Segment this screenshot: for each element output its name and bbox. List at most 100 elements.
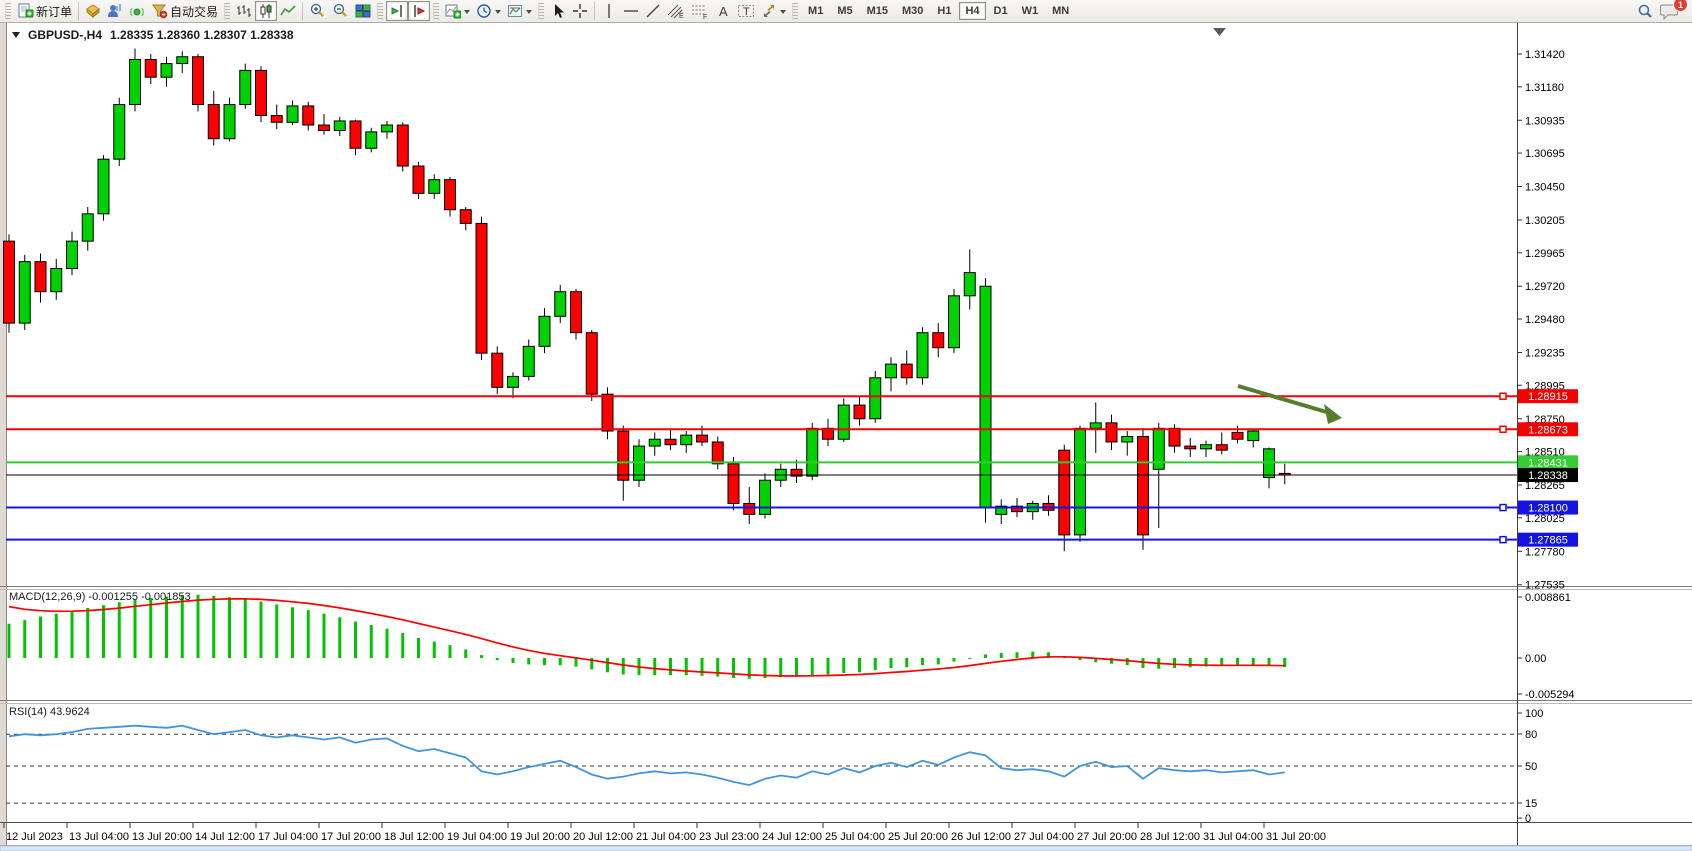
macd-bar: [921, 658, 924, 666]
toolbar-separator: [594, 2, 596, 20]
bar-chart-button[interactable]: [233, 1, 255, 21]
date-axis-label: 18 Jul 12:00: [384, 831, 444, 843]
trendline-button[interactable]: [642, 1, 664, 21]
date-axis-label: 12 Jul 2023: [6, 831, 63, 843]
gold-cube-icon: [86, 4, 100, 19]
price-badge-label: 1.28100: [1528, 503, 1568, 515]
macd-bar: [1110, 658, 1113, 664]
macd-bar: [1173, 658, 1176, 668]
candle-body: [1168, 427, 1181, 447]
svg-text:E: E: [679, 13, 684, 19]
macd-bar: [432, 641, 436, 658]
tile-windows-button[interactable]: [352, 1, 374, 21]
toolbar-grip[interactable]: [538, 3, 545, 19]
toolbar-grip[interactable]: [433, 3, 440, 19]
candle-body: [1089, 422, 1102, 429]
market-watch-button[interactable]: [104, 1, 126, 21]
price-axis-label: 1.29965: [1525, 248, 1565, 260]
periods-clock-button[interactable]: [473, 1, 504, 21]
macd-bar: [385, 628, 389, 658]
candle-body: [239, 69, 252, 106]
candle-body: [1200, 444, 1212, 450]
text-a-icon: A: [719, 4, 728, 19]
tf-button-H1[interactable]: H1: [931, 2, 957, 20]
tf-button-W1[interactable]: W1: [1016, 2, 1045, 20]
horizontal-line-button[interactable]: [620, 1, 642, 21]
chart-window-button[interactable]: [82, 1, 104, 21]
chart-title[interactable]: GBPUSD-,H4 1.28335 1.28360 1.28307 1.283…: [12, 28, 294, 42]
tf-button-D1[interactable]: D1: [988, 2, 1014, 20]
tf-button-M1[interactable]: M1: [802, 2, 829, 20]
fibonacci-button[interactable]: F: [688, 1, 712, 21]
line-chart-button[interactable]: [277, 1, 299, 21]
macd-bar: [322, 613, 326, 658]
auto-scroll-button[interactable]: [386, 1, 409, 21]
chart-shift-button[interactable]: [408, 1, 431, 21]
toolbar-separator: [78, 2, 80, 20]
text-button[interactable]: A: [712, 1, 734, 21]
macd-bar: [1141, 658, 1145, 668]
new-order-button[interactable]: 新订单: [14, 1, 75, 21]
rsi-label: RSI(14) 43.9624: [9, 706, 90, 718]
candle-body: [585, 332, 598, 395]
macd-bar: [448, 645, 452, 658]
collapse-arrow-icon[interactable]: [12, 32, 20, 42]
toolbar-grip[interactable]: [224, 3, 231, 19]
tf-button-M5[interactable]: M5: [831, 2, 858, 20]
tf-button-H4[interactable]: H4: [959, 2, 986, 20]
vertical-line-button[interactable]: [598, 1, 620, 21]
timeframe-buttons: M1 M5 M15 M30 H1 H4 D1 W1 MN: [801, 2, 1076, 20]
price-axis-label: 1.28265: [1525, 480, 1565, 492]
date-axis-label: 27 Jul 20:00: [1077, 831, 1137, 843]
macd-bar: [952, 658, 956, 662]
candle-body: [160, 63, 173, 78]
date-axis-label: 23 Jul 23:00: [699, 831, 759, 843]
cursor-button[interactable]: [547, 1, 569, 21]
tf-button-M15[interactable]: M15: [861, 2, 894, 20]
toolbar-grip[interactable]: [377, 3, 384, 19]
chevron-down-icon: [464, 10, 471, 17]
arrows-button[interactable]: [758, 1, 789, 21]
equidistant-channel-button[interactable]: E: [664, 1, 688, 21]
candle-body: [349, 120, 362, 149]
price-badge-label: 1.28915: [1528, 391, 1568, 403]
macd-bar: [747, 658, 751, 679]
macd-bar: [543, 658, 546, 666]
toolbar-grip[interactable]: [5, 3, 11, 19]
macd-bar: [1125, 658, 1129, 666]
macd-bar: [369, 625, 373, 658]
macd-bar: [716, 658, 720, 677]
templates-button[interactable]: [504, 1, 535, 21]
macd-axis-label: 0.008861: [1525, 592, 1571, 604]
signals-button[interactable]: [126, 1, 148, 21]
candle-body: [806, 427, 819, 477]
candle-body: [507, 375, 519, 388]
macd-label: MACD(12,26,9) -0.001255 -0.001853: [9, 591, 191, 603]
autotrading-button[interactable]: 自动交易: [148, 1, 221, 21]
price-axis-label: 1.31420: [1525, 49, 1565, 61]
date-axis-label: 24 Jul 12:00: [762, 831, 822, 843]
date-axis-label: 26 Jul 12:00: [951, 831, 1011, 843]
tf-button-MN[interactable]: MN: [1046, 2, 1075, 20]
text-label-button[interactable]: T: [734, 1, 758, 21]
macd-bar: [590, 658, 594, 670]
toolbar-grip[interactable]: [792, 3, 799, 19]
candle-body: [333, 120, 346, 132]
macd-bar: [417, 638, 420, 658]
rsi-axis-label: 15: [1525, 798, 1537, 810]
candle-body: [475, 222, 488, 354]
crosshair-button[interactable]: [569, 1, 591, 21]
candle-body: [963, 272, 976, 297]
search-button[interactable]: [1633, 1, 1657, 21]
candle-body: [1231, 431, 1244, 440]
tf-button-M30[interactable]: M30: [896, 2, 929, 20]
candle-body: [837, 404, 850, 440]
candlestick-chart-button[interactable]: [255, 1, 278, 21]
price-badge: [1518, 532, 1578, 547]
zoom-out-button[interactable]: [329, 1, 352, 21]
zoom-in-button[interactable]: [306, 1, 329, 21]
macd-bar: [1220, 658, 1224, 666]
indicators-button[interactable]: [442, 1, 473, 21]
notification-badge[interactable]: 1: [1673, 0, 1688, 12]
